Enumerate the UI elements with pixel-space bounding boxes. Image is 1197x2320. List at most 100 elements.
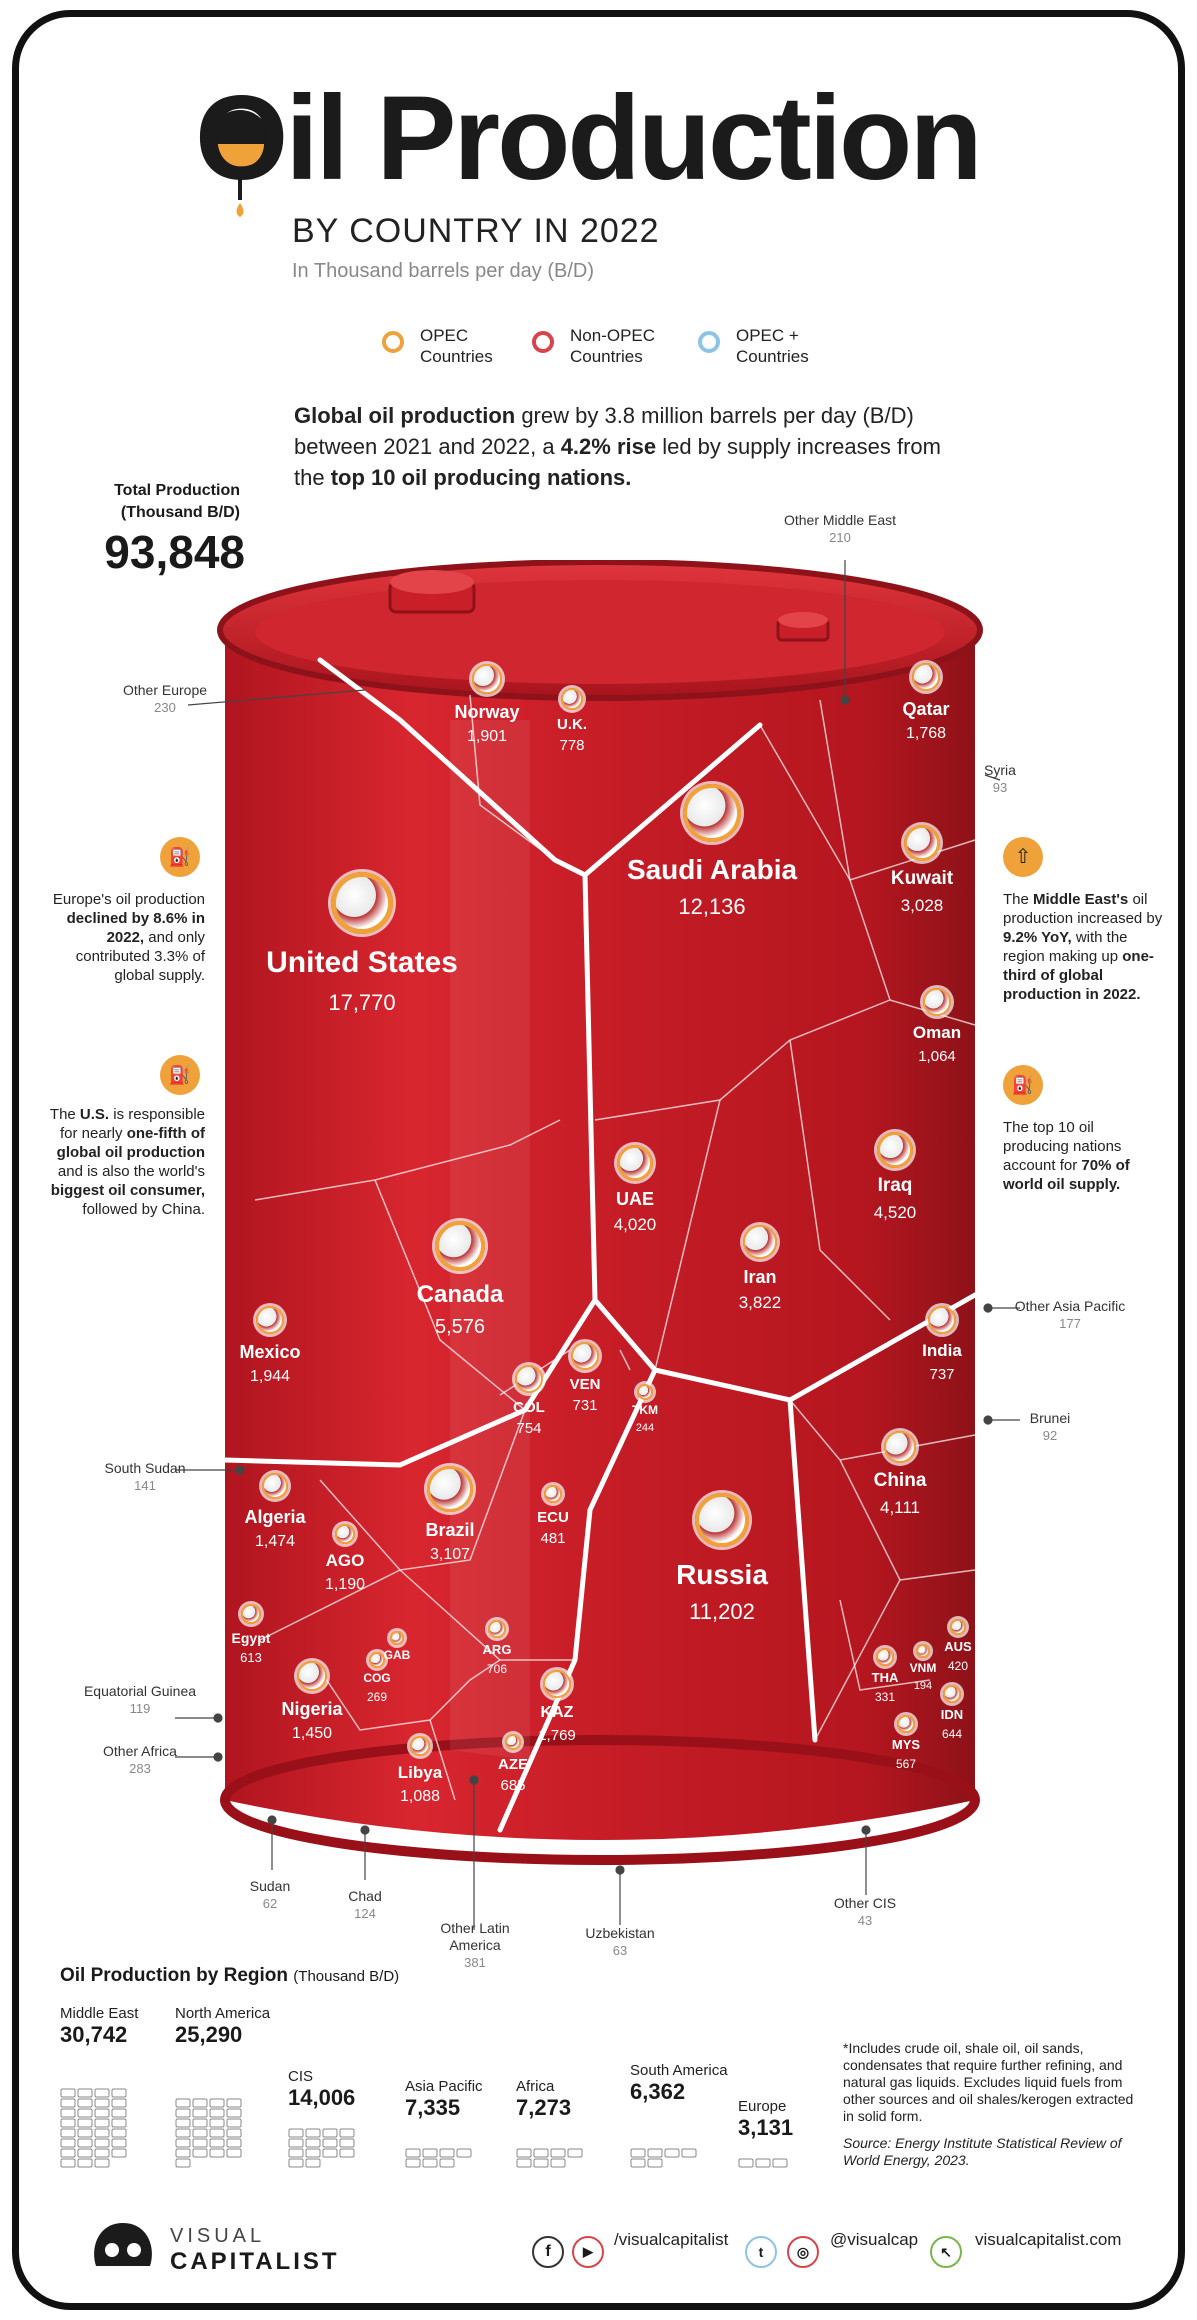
country-value-canada: 5,576 [434,1315,486,1338]
region-barrel-mark [567,2148,583,2158]
country-value-saudi-arabia: 12,136 [678,894,746,920]
country-name-tha: THA [871,1670,899,1686]
region-barrel-mark [516,2158,532,2168]
country-name-china: China [873,1470,927,1492]
region-barrel-mark [322,2148,338,2158]
qatar-flag-icon [912,663,940,692]
region-barrel-mark [755,2158,771,2168]
region-barrel-mark [339,2148,355,2158]
facebook-icon[interactable]: f [532,2236,564,2268]
region-barrel-mark [77,2128,93,2138]
region-barrel-mark [288,2138,304,2148]
handle-visualcapitalist[interactable]: /visualcapitalist [614,2230,729,2249]
region-barrel-mark [422,2148,438,2158]
callout-other-africa: Other Africa 283 [60,1743,220,1777]
region-barrel-mark [533,2158,549,2168]
region-barrel-mark [77,2088,93,2098]
country-value-oman: 1,064 [918,1047,956,1065]
country-value-iran: 3,822 [738,1292,782,1312]
note-bold: declined by 8.6% in 2022, [66,910,205,946]
region-barrel-icons [738,2158,788,2168]
region-barrel-mark [647,2148,663,2158]
country-name-norway: Norway [454,701,520,722]
legend-dot-non-opec [532,331,554,353]
country-name-iran: Iran [743,1266,777,1287]
intro-text: Global oil production grew by 3.8 millio… [294,400,954,493]
thailand-flag-icon [876,1647,894,1666]
callout-value: 177 [1059,1316,1081,1331]
note-text: oil production increased by [1003,891,1163,927]
legend-dot-opec [382,331,404,353]
brand-bottom: CAPITALIST [170,2248,340,2275]
callout-equatorial-guinea: Equatorial Guinea 119 [60,1683,220,1717]
note-text: followed by China. [82,1201,205,1218]
note-text: and is also the world's [57,1163,205,1180]
middle-east-note-icon: ⇧ [1003,837,1043,877]
region-barrel-mark [192,2148,208,2158]
us-flag-icon [331,872,393,934]
callout-name: Other Latin America [440,1920,510,1953]
region-barrel-mark [94,2158,110,2168]
country-value-col: 754 [516,1420,542,1438]
region-barrel-mark [175,2158,191,2168]
note-text: Europe's oil production [52,891,205,908]
venezuela-flag-icon [571,1341,599,1370]
turkmenistan-flag-icon [637,1383,653,1400]
congo-flag-icon [369,1651,385,1668]
saudi-flag-icon [683,784,741,843]
country-value-russia: 11,202 [689,1599,755,1625]
region-barrel-mark [111,2098,127,2108]
region-barrel-mark [550,2158,566,2168]
region-barrel-mark [111,2118,127,2128]
region-europe: Europe 3,131 [738,2098,848,2141]
region-barrel-mark [94,2118,110,2128]
region-barrel-mark [175,2118,191,2128]
callout-value: 62 [262,1896,278,1911]
instagram-icon[interactable]: ◎ [787,2236,819,2268]
us-note: The U.S. is responsible for nearly one-f… [35,1105,205,1219]
region-value: 30,742 [60,2022,128,2047]
country-value-aze: 685 [500,1777,526,1795]
note-text: The [1003,891,1034,908]
callout-value: 230 [154,700,176,715]
country-name-russia: Russia [676,1558,768,1590]
intro-bold-5: top 10 oil producing nations. [330,465,632,490]
country-name-oman: Oman [912,1022,962,1042]
note-text: is responsible for nearly [59,1106,205,1142]
region-value: 25,290 [175,2022,243,2047]
site-link[interactable]: visualcapitalist.com [975,2230,1122,2249]
region-barrel-mark [192,2098,208,2108]
top10-note: The top 10 oil producing nations account… [1003,1118,1163,1194]
middle-east-note: The Middle East's oil production increas… [1003,890,1173,1004]
region-barrel-mark [405,2148,421,2158]
top10-note-icon: ⛽ [1003,1065,1043,1105]
region-barrel-mark [175,2108,191,2118]
region-barrel-mark [94,2088,110,2098]
country-name-kuwait: Kuwait [890,868,954,890]
country-name-india: India [922,1340,962,1360]
callout-value: 93 [992,780,1008,795]
vietnam-flag-icon [916,1643,930,1658]
country-value-mexico: 1,944 [249,1367,291,1385]
region-barrel-mark [550,2148,566,2158]
callout-sudan: Sudan 62 [210,1878,330,1912]
note-text: The [49,1106,80,1123]
region-barrel-mark [226,2148,242,2158]
twitter-icon[interactable]: t [745,2236,777,2268]
angola-flag-icon [335,1524,355,1545]
region-barrel-mark [288,2148,304,2158]
region-asia-pacific: Asia Pacific 7,335 [405,2078,515,2121]
region-barrel-mark [439,2158,455,2168]
barrel-top-rim [217,560,983,701]
country-name-aus: AUS [944,1639,972,1655]
region-barrel-mark [226,2128,242,2138]
callout-name: Uzbekistan [585,1925,655,1941]
handle-visualcap[interactable]: @visualcap [830,2230,919,2249]
callout-value: 283 [129,1761,151,1776]
cursor-icon[interactable]: ↖ [930,2236,962,2268]
youtube-icon[interactable]: ▶ [572,2236,604,2268]
country-name-uae: UAE [615,1188,654,1209]
legend-label: OPEC + Countries [736,326,809,366]
region-barrel-mark [192,2128,208,2138]
region-barrel-mark [60,2118,76,2128]
